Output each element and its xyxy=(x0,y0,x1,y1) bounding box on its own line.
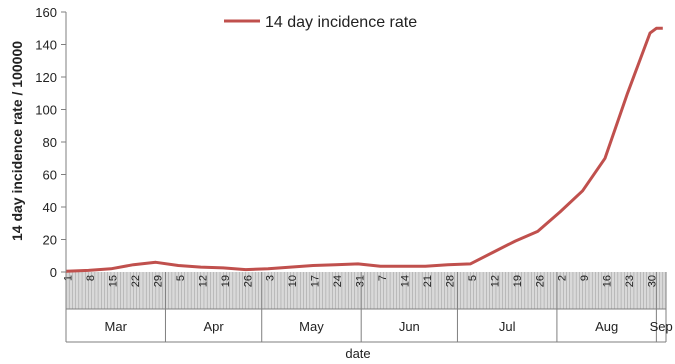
x-tick-label: 17 xyxy=(310,275,322,287)
x-axis-label: date xyxy=(345,346,370,361)
y-tick-label: 80 xyxy=(43,135,57,150)
y-axis-label: 14 day incidence rate / 100000 xyxy=(9,41,25,241)
month-label: Mar xyxy=(105,319,128,334)
x-tick-label: 22 xyxy=(130,275,142,287)
y-tick-label: 20 xyxy=(43,233,57,248)
x-tick-label: 7 xyxy=(377,275,389,281)
x-tick-label: 10 xyxy=(287,275,299,287)
y-tick-label: 100 xyxy=(35,103,57,118)
x-tick-label: 16 xyxy=(602,275,614,287)
x-tick-label: 26 xyxy=(534,275,546,287)
y-tick-label: 140 xyxy=(35,38,57,53)
x-tick-label: 28 xyxy=(444,275,456,287)
date-tick-band xyxy=(66,272,666,309)
month-label: Jun xyxy=(399,319,420,334)
month-label: Jul xyxy=(499,319,516,334)
y-tick-label: 0 xyxy=(50,265,57,280)
x-tick-label: 12 xyxy=(197,275,209,287)
month-label: May xyxy=(299,319,324,334)
x-tick-label: 19 xyxy=(220,275,232,287)
x-tick-label: 21 xyxy=(422,275,434,287)
month-label: Apr xyxy=(203,319,224,334)
x-tick-label: 1 xyxy=(63,275,75,281)
x-tick-label: 24 xyxy=(332,275,344,287)
x-tick-label: 31 xyxy=(355,275,367,287)
x-tick-label: 26 xyxy=(242,275,254,287)
x-tick-label: 30 xyxy=(647,275,659,287)
month-label: Aug xyxy=(595,319,618,334)
y-tick-label: 60 xyxy=(43,168,57,183)
series-line-incidence xyxy=(65,26,663,273)
month-label: Sep xyxy=(650,319,673,334)
x-tick-label: 19 xyxy=(512,275,524,287)
x-tick-label: 15 xyxy=(108,275,120,287)
x-tick-label: 9 xyxy=(579,275,591,281)
y-tick-label: 120 xyxy=(35,70,57,85)
legend: 14 day incidence rate xyxy=(224,14,417,31)
x-tick-label: 2 xyxy=(557,275,569,281)
y-tick-label: 40 xyxy=(43,200,57,215)
x-tick-label: 23 xyxy=(624,275,636,287)
x-tick-label: 8 xyxy=(85,275,97,281)
y-tick-label: 160 xyxy=(35,5,57,20)
x-tick-label: 5 xyxy=(175,275,187,281)
legend-label: 14 day incidence rate xyxy=(265,14,417,31)
x-tick-label: 3 xyxy=(265,275,277,281)
x-tick-label: 14 xyxy=(400,275,412,287)
x-tick-label: 5 xyxy=(467,275,479,281)
x-tick-label: 29 xyxy=(152,275,164,287)
x-tick-label: 12 xyxy=(489,275,501,287)
